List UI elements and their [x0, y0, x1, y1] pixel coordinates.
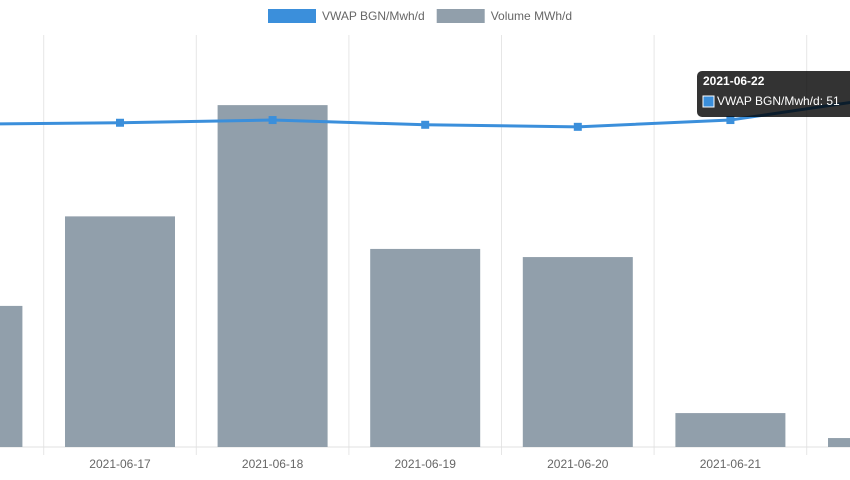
- legend-swatch[interactable]: [436, 9, 485, 23]
- x-tick-label: 2021-06-17: [89, 457, 151, 471]
- bar: [217, 105, 328, 448]
- bar: [65, 216, 175, 447]
- legend-label[interactable]: Volume MWh/d: [491, 9, 572, 23]
- tooltip-title: 2021-06-22: [703, 74, 765, 88]
- tooltip: 2021-06-22 VWAP BGN/Mwh/d: 51: [697, 71, 850, 117]
- x-tick-label: 2021-06-20: [547, 457, 609, 471]
- point[interactable]: [268, 116, 277, 125]
- point[interactable]: [573, 122, 582, 131]
- legend: VWAP BGN/Mwh/d Volume MWh/d: [268, 9, 572, 23]
- point[interactable]: [726, 116, 735, 125]
- bar: [675, 413, 786, 447]
- x-tick-label: 2021-06-18: [242, 457, 304, 471]
- x-tick-label: 2021-06-21: [700, 457, 762, 471]
- bar: [0, 305, 23, 447]
- point[interactable]: [116, 118, 124, 127]
- legend-label[interactable]: VWAP BGN/Mwh/d: [322, 9, 425, 23]
- x-tick-label: 2021-06-19: [395, 457, 457, 471]
- bar: [828, 438, 850, 447]
- point[interactable]: [421, 120, 430, 129]
- tooltip-swatch: [702, 95, 715, 108]
- legend-swatch[interactable]: [268, 9, 316, 23]
- bar: [370, 248, 481, 447]
- tooltip-box: [697, 71, 850, 117]
- bar: [522, 257, 633, 447]
- tooltip-label: VWAP BGN/Mwh/d: 51: [717, 94, 840, 108]
